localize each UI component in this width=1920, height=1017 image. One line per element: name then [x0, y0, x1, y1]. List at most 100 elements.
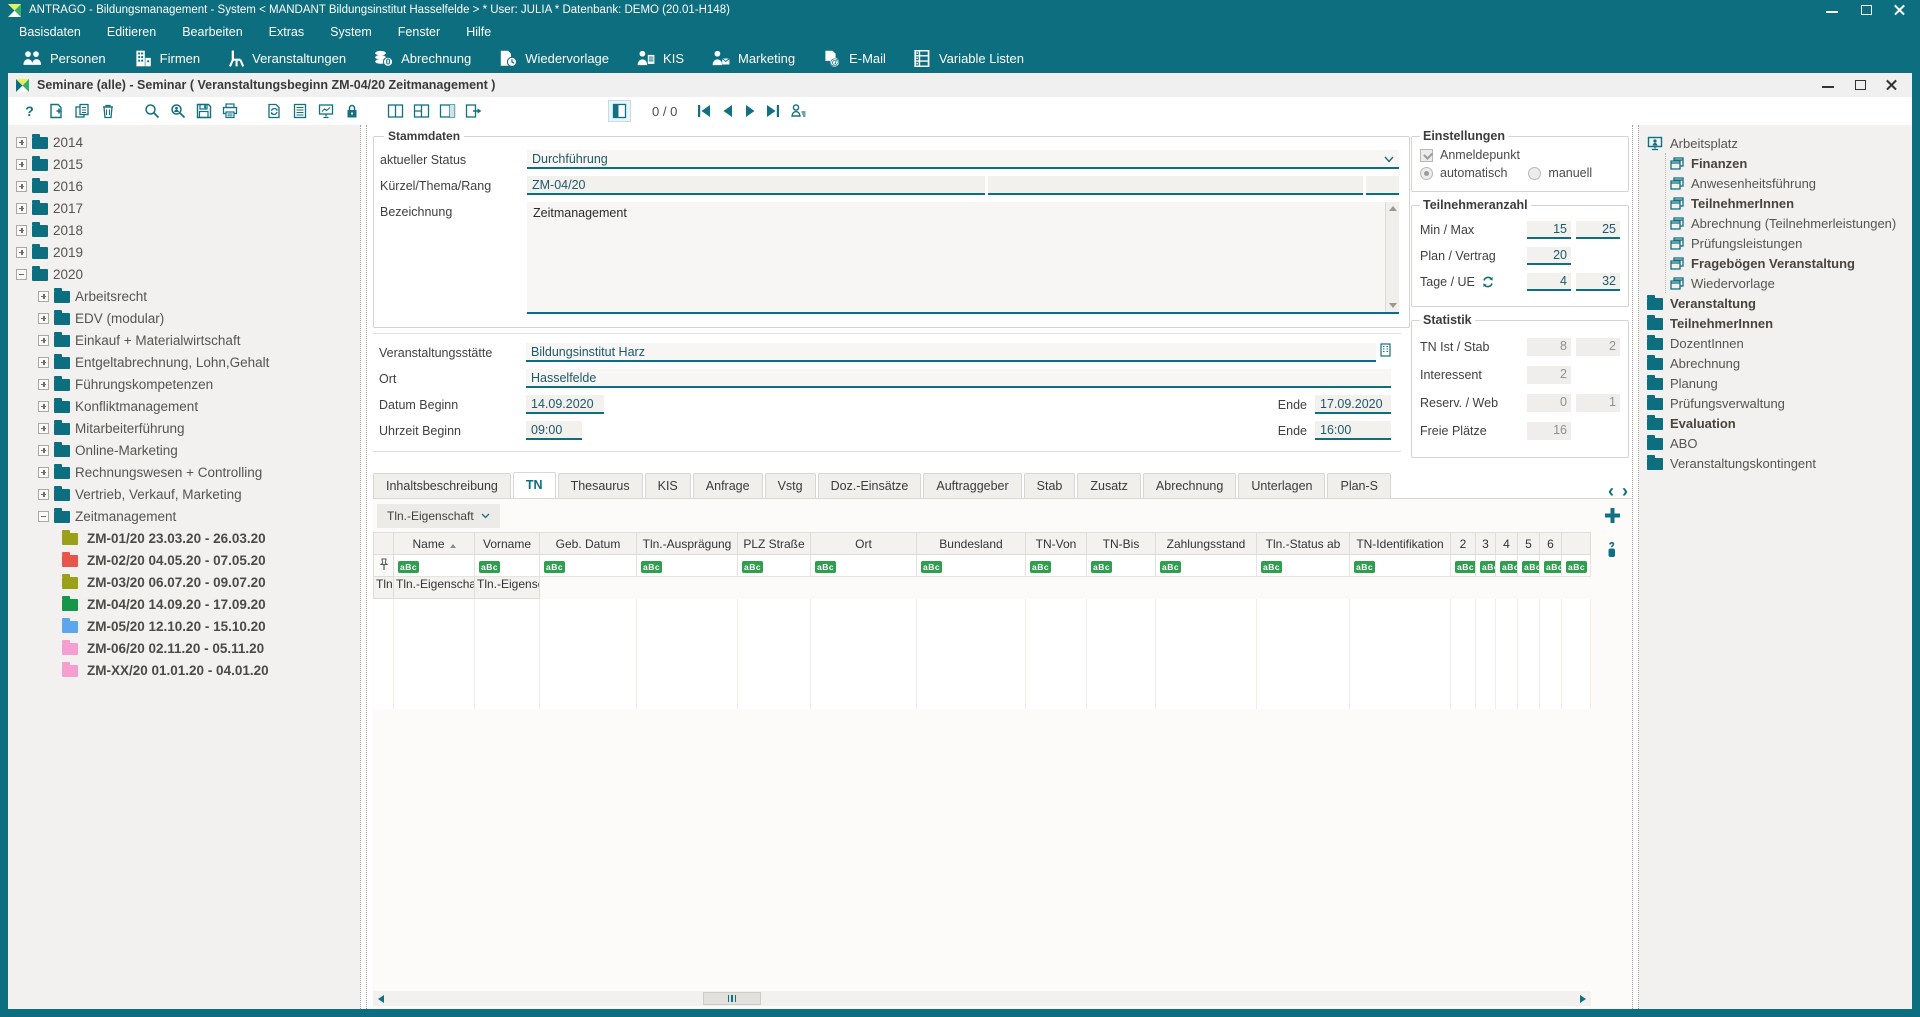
delete-record-icon[interactable] [96, 100, 119, 122]
filter-type-icon[interactable]: aBc [1500, 561, 1518, 573]
minimize-icon[interactable] [1826, 5, 1838, 15]
tab[interactable]: Plan-S [1327, 473, 1391, 498]
expand-icon[interactable] [38, 467, 49, 478]
personen-button[interactable]: Personen [8, 43, 120, 73]
wiedervorlage-button[interactable]: Wiedervorlage [485, 43, 623, 73]
textarea-scrollbar[interactable] [1385, 202, 1399, 312]
abrechnung-button[interactable]: 0 Abrechnung [360, 43, 485, 73]
layout-right-icon[interactable] [436, 100, 459, 122]
tree-item-seminar[interactable]: ZM-05/20 12.10.20 - 15.10.20 [62, 615, 360, 637]
veranstaltungen-button[interactable]: Veranstaltungen [214, 43, 360, 73]
person-filter-icon[interactable] [786, 100, 809, 122]
tab[interactable]: Anfrage [693, 473, 763, 498]
filter-type-icon[interactable]: aBc [1544, 561, 1562, 573]
collapse-icon[interactable] [16, 269, 27, 280]
filter-cell[interactable]: aBc [1476, 555, 1496, 577]
anmeldepunkt-checkbox[interactable] [1420, 149, 1433, 162]
column-header[interactable]: Tln.-Ausprägung [637, 533, 738, 555]
expand-icon[interactable] [16, 203, 27, 214]
view-toggle-icon[interactable] [608, 100, 631, 122]
value-field-1[interactable]: 15 [1527, 221, 1571, 239]
expand-icon[interactable] [16, 247, 27, 258]
tree-item-seminar[interactable]: ZM-06/20 02.11.20 - 05.11.20 [62, 637, 360, 659]
tree-item-year[interactable]: 2014 [16, 131, 360, 153]
tab[interactable]: Abrechnung [1143, 473, 1236, 498]
value-field-1[interactable]: 20 [1527, 247, 1571, 265]
nav-item-workspace[interactable]: Finanzen [1670, 153, 1912, 173]
tree-item-category[interactable]: Vertrieb, Verkauf, Marketing [38, 483, 360, 505]
email-button[interactable]: @ E-Mail [809, 43, 900, 73]
tab[interactable]: Vstg [765, 473, 816, 498]
menu-item[interactable]: Hilfe [453, 22, 504, 42]
tree-item-seminar[interactable]: ZM-XX/20 01.01.20 - 04.01.20 [62, 659, 360, 681]
expand-icon[interactable] [38, 445, 49, 456]
child-minimize-icon[interactable] [1822, 80, 1834, 90]
filter-type-icon[interactable]: aBc [1160, 561, 1181, 573]
tree-item-category[interactable]: Entgeltabrechnung, Lohn,Gehalt [38, 351, 360, 373]
expand-icon[interactable] [16, 181, 27, 192]
tree-item-year[interactable]: 2015 [16, 153, 360, 175]
scroll-right-icon[interactable] [1575, 991, 1591, 1006]
value-field-1[interactable]: 4 [1527, 273, 1571, 291]
filter-type-icon[interactable]: aBc [1522, 561, 1540, 573]
person-question-icon[interactable] [1606, 541, 1618, 563]
column-header[interactable]: TN-Identifikation [1350, 533, 1451, 555]
expand-icon[interactable] [38, 489, 49, 500]
filter-cell[interactable]: aBc [1087, 555, 1156, 577]
ort-field[interactable]: Hasselfelde [526, 369, 1391, 388]
datum-ende-field[interactable]: 17.09.2020 [1315, 395, 1391, 414]
filter-type-icon[interactable]: aBc [479, 561, 500, 573]
nav-item-folder[interactable]: Prüfungsverwaltung [1647, 393, 1912, 413]
filter-cell[interactable]: aBc [540, 555, 637, 577]
value-field-2[interactable]: 32 [1576, 273, 1620, 291]
tree-splitter[interactable] [360, 125, 367, 1009]
column-header[interactable]: Ort [811, 533, 917, 555]
last-record-icon[interactable] [763, 101, 783, 121]
tab[interactable]: TN [513, 472, 556, 498]
grid-horizontal-scrollbar[interactable] [373, 991, 1591, 1006]
maximize-icon[interactable] [1860, 5, 1872, 15]
filter-cell[interactable]: aBc [475, 555, 540, 577]
column-header[interactable]: 3 [1476, 533, 1496, 555]
menu-item[interactable]: Extras [256, 22, 317, 42]
tree-item-year[interactable]: 2017 [16, 197, 360, 219]
search-person-icon[interactable] [166, 100, 189, 122]
filter-type-icon[interactable]: aBc [921, 561, 942, 573]
expand-icon[interactable] [38, 313, 49, 324]
filter-type-icon[interactable]: aBc [1566, 561, 1587, 573]
tab[interactable]: Auftraggeber [923, 473, 1021, 498]
filter-type-icon[interactable]: aBc [1030, 561, 1051, 573]
export-icon[interactable] [462, 100, 485, 122]
child-close-icon[interactable] [1886, 80, 1898, 90]
filter-type-icon[interactable]: aBc [641, 561, 662, 573]
menu-item[interactable]: Bearbeiten [169, 22, 255, 42]
column-header[interactable] [1562, 533, 1591, 555]
venue-icon[interactable] [1380, 343, 1391, 362]
scrollbar-thumb[interactable] [703, 992, 761, 1005]
column-header[interactable]: 5 [1518, 533, 1540, 555]
scroll-down-icon[interactable] [1386, 299, 1399, 312]
variable-listen-button[interactable]: Variable Listen [900, 43, 1038, 73]
scroll-left-icon[interactable] [373, 991, 389, 1006]
chevron-down-icon[interactable] [1384, 152, 1394, 166]
tree-item-category[interactable]: Einkauf + Materialwirtschaft [38, 329, 360, 351]
child-restore-icon[interactable] [1854, 80, 1866, 90]
filter-cell[interactable]: aBc [1540, 555, 1562, 577]
tree-item-year[interactable]: 2016 [16, 175, 360, 197]
staette-field[interactable]: Bildungsinstitut Harz [526, 343, 1376, 362]
tree-item-category[interactable]: Konfliktmanagement [38, 395, 360, 417]
expand-icon[interactable] [38, 423, 49, 434]
expand-icon[interactable] [16, 137, 27, 148]
tree-item-category[interactable]: Online-Marketing [38, 439, 360, 461]
column-header[interactable]: Tln.-Eigenschaft: Interessent [394, 577, 475, 599]
nav-item-folder[interactable]: TeilnehmerInnen [1647, 313, 1912, 333]
column-header[interactable]: 6 [1540, 533, 1562, 555]
filter-type-icon[interactable]: aBc [1261, 561, 1282, 573]
nav-item-folder[interactable]: Evaluation [1647, 413, 1912, 433]
new-record-icon[interactable] [44, 100, 67, 122]
nav-item-folder[interactable]: Veranstaltung [1647, 293, 1912, 313]
tree-item-category[interactable]: Rechnungswesen + Controlling [38, 461, 360, 483]
uhrzeit-ende-field[interactable]: 16:00 [1315, 421, 1391, 440]
tab[interactable]: Unterlagen [1238, 473, 1325, 498]
nav-item-workspace[interactable]: Fragebögen Veranstaltung [1670, 253, 1912, 273]
